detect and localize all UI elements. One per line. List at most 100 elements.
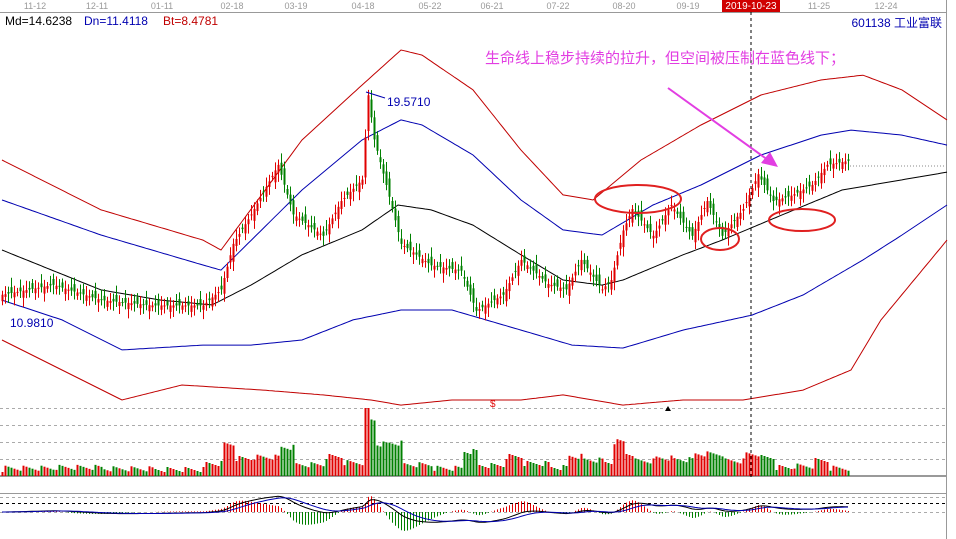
volume-bar: [325, 459, 328, 476]
candle-body: [595, 274, 598, 281]
volume-bar: [616, 439, 619, 476]
volume-bar: [829, 470, 832, 476]
volume-bar: [553, 468, 556, 476]
candle-body: [523, 255, 526, 263]
candle-body: [673, 209, 676, 212]
volume-bar: [130, 466, 133, 476]
candle-body: [748, 195, 751, 207]
volume-bar: [574, 457, 577, 476]
candle-body: [409, 241, 412, 251]
x-tick-label: 12-24: [874, 1, 897, 11]
candle-body: [646, 224, 649, 229]
candle-body: [304, 214, 307, 223]
volume-bar: [307, 467, 310, 476]
candle-body: [244, 224, 247, 234]
candle-body: [550, 284, 553, 287]
volume-bar: [370, 419, 373, 476]
volume-bar: [463, 452, 466, 476]
volume-bar: [355, 463, 358, 476]
candle-body: [61, 282, 64, 288]
candle-body: [1, 294, 4, 302]
volume-bar: [148, 466, 151, 476]
candle-body: [67, 289, 70, 291]
candle-body: [421, 258, 424, 264]
candle-body: [622, 230, 625, 248]
volume-bar: [253, 459, 256, 476]
volume-bar: [814, 458, 817, 476]
candle-body: [220, 285, 223, 290]
candle-body: [82, 289, 85, 295]
volume-bar: [124, 470, 127, 476]
candle-body: [397, 216, 400, 233]
candle-body: [844, 161, 847, 165]
volume-bar: [769, 458, 772, 476]
candle-body: [670, 205, 673, 207]
candle-body: [49, 283, 52, 286]
candle-body: [817, 176, 820, 178]
candle-body: [445, 267, 448, 270]
candle-body: [691, 227, 694, 236]
candle-body: [730, 224, 733, 229]
volume-bar: [40, 465, 43, 476]
volume-bar: [388, 442, 391, 476]
candle-body: [757, 174, 760, 188]
volume-bar: [103, 469, 106, 476]
volume-bar: [415, 467, 418, 476]
volume-bar: [193, 470, 196, 476]
volume-bar: [517, 457, 520, 476]
candle-body: [16, 291, 19, 293]
candle-body: [70, 287, 73, 291]
volume-bar: [190, 469, 193, 476]
candle-body: [130, 303, 133, 306]
volume-bar: [295, 463, 298, 476]
candle-body: [223, 278, 226, 294]
candle-body: [103, 295, 106, 301]
candle-body: [97, 299, 100, 303]
candle-body: [706, 201, 709, 213]
highlight-ellipse: [768, 208, 836, 232]
volume-bar: [4, 465, 7, 476]
volume-bar: [358, 464, 361, 476]
volume-bar: [52, 469, 55, 476]
volume-bar: [97, 465, 100, 476]
volume-bar: [787, 468, 790, 476]
candle-body: [685, 226, 688, 228]
volume-bar: [559, 470, 562, 476]
candle-body: [742, 209, 745, 211]
volume-bar: [655, 456, 658, 476]
candle-body: [841, 161, 844, 170]
volume-bar: [538, 465, 541, 476]
annotation-arrowhead: [761, 152, 778, 167]
volume-bar: [382, 441, 385, 476]
volume-bar: [631, 456, 634, 476]
candle-body: [418, 250, 421, 257]
candle-body: [187, 301, 190, 306]
volume-bar: [238, 456, 241, 476]
volume-bar: [793, 468, 796, 476]
candle-body: [526, 265, 529, 270]
candle-body: [577, 265, 580, 267]
time-axis-bar: [0, 0, 946, 12]
volume-bar: [601, 458, 604, 476]
volume-bar: [445, 468, 448, 476]
volume-bar: [232, 445, 235, 476]
volume-bar: [550, 467, 553, 476]
candle-body: [679, 211, 682, 219]
volume-bar: [235, 461, 238, 476]
candle-body: [415, 252, 418, 255]
candle-body: [355, 184, 358, 186]
candle-body: [370, 99, 373, 118]
volume-bar: [121, 469, 124, 476]
candle-body: [85, 295, 88, 301]
candle-body: [439, 262, 442, 267]
volume-bar: [565, 466, 568, 476]
volume-bar: [223, 442, 226, 476]
volume-bar: [739, 463, 742, 476]
candle-body: [805, 187, 808, 189]
volume-bar: [562, 465, 565, 476]
candle-body: [772, 195, 775, 202]
volume-bar: [19, 470, 22, 476]
candle-body: [559, 287, 562, 292]
candle-body: [661, 219, 664, 221]
